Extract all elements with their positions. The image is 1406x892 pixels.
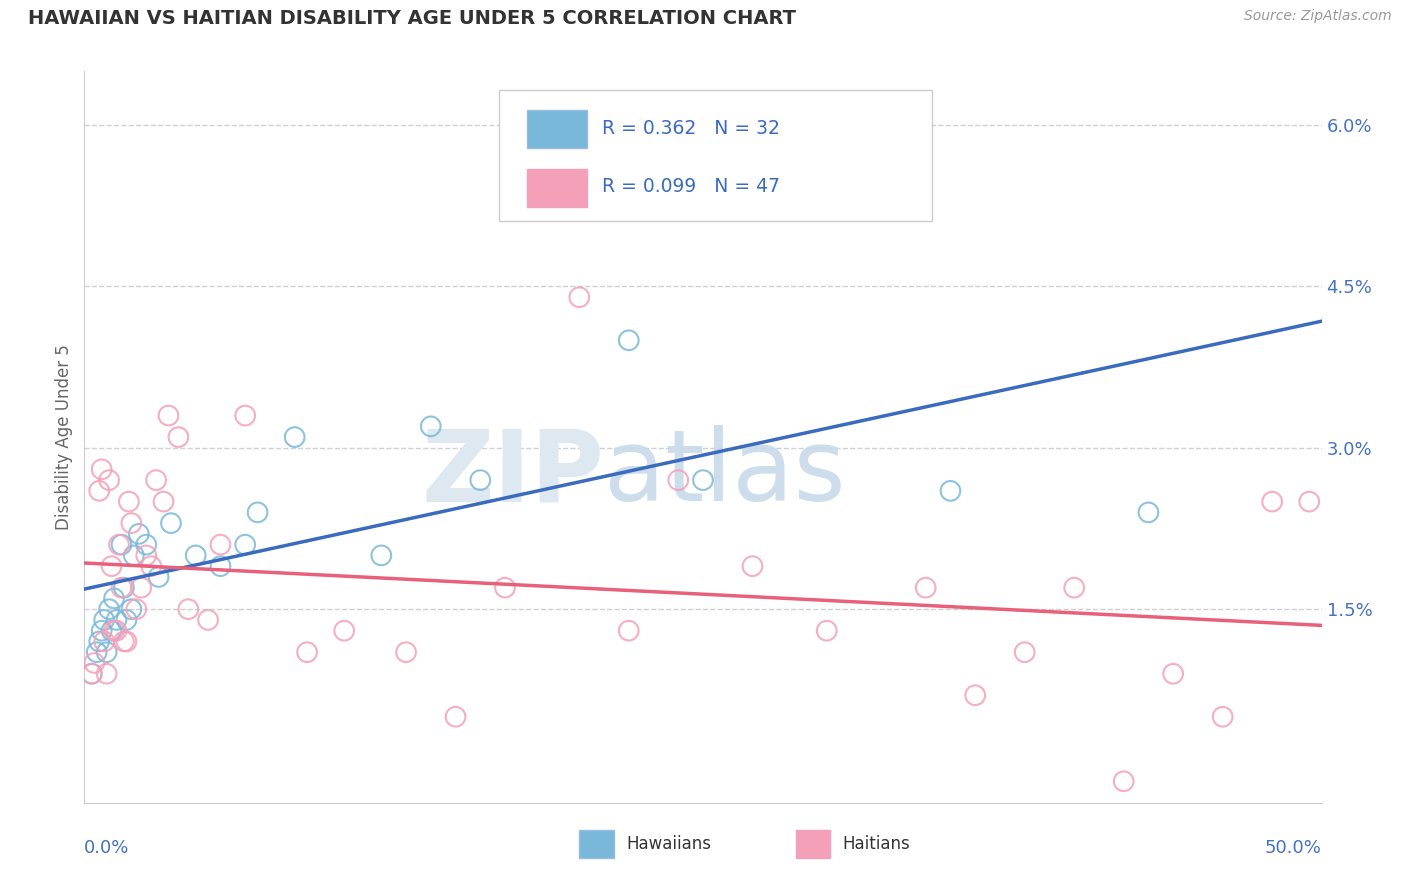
FancyBboxPatch shape [527, 110, 586, 148]
Point [444, 710, 467, 724]
Text: 0.0%: 0.0% [84, 839, 129, 857]
Point [1298, 494, 1320, 508]
Point [494, 581, 516, 595]
Point [90, 624, 112, 638]
Point [120, 516, 142, 530]
Point [209, 559, 232, 574]
Point [160, 516, 183, 530]
Point [90, 462, 112, 476]
Text: Source: ZipAtlas.com: Source: ZipAtlas.com [1244, 9, 1392, 23]
Point [1212, 710, 1234, 724]
Point [1112, 774, 1135, 789]
Point [89, 634, 111, 648]
Point [108, 538, 131, 552]
Point [122, 549, 145, 563]
Point [128, 527, 150, 541]
FancyBboxPatch shape [796, 830, 831, 858]
Point [100, 624, 122, 638]
Point [105, 624, 128, 638]
Point [96, 645, 118, 659]
FancyBboxPatch shape [579, 830, 614, 858]
Point [184, 549, 207, 563]
Point [470, 473, 492, 487]
Point [233, 538, 256, 552]
Point [118, 494, 141, 508]
Point [815, 624, 838, 638]
Point [129, 581, 152, 595]
Point [246, 505, 269, 519]
Point [105, 613, 128, 627]
Point [152, 494, 174, 508]
Point [1161, 666, 1184, 681]
Point [93, 613, 115, 627]
FancyBboxPatch shape [499, 90, 932, 221]
Point [110, 581, 132, 595]
Point [148, 570, 170, 584]
Point [692, 473, 714, 487]
Point [115, 634, 138, 648]
Point [568, 290, 591, 304]
Point [167, 430, 190, 444]
Point [1014, 645, 1036, 659]
Point [197, 613, 219, 627]
Point [135, 549, 157, 563]
Text: R = 0.099   N = 47: R = 0.099 N = 47 [602, 178, 779, 196]
Point [177, 602, 200, 616]
Point [112, 581, 135, 595]
Text: Hawaiians: Hawaiians [626, 835, 711, 853]
Point [666, 473, 689, 487]
Point [86, 645, 108, 659]
Point [100, 559, 122, 574]
Point [741, 559, 763, 574]
Point [120, 602, 142, 616]
Point [98, 602, 121, 616]
Point [89, 483, 111, 498]
Point [157, 409, 180, 423]
Point [98, 473, 121, 487]
Point [419, 419, 441, 434]
Point [395, 645, 418, 659]
Point [519, 204, 541, 219]
Point [965, 688, 987, 702]
FancyBboxPatch shape [527, 169, 586, 207]
Point [115, 613, 138, 627]
Point [370, 549, 392, 563]
Point [333, 624, 356, 638]
Point [617, 624, 640, 638]
Point [110, 538, 132, 552]
Point [145, 473, 167, 487]
Text: ZIP: ZIP [422, 425, 605, 522]
Point [83, 656, 105, 670]
Point [80, 666, 103, 681]
Point [112, 634, 135, 648]
Text: R = 0.362   N = 32: R = 0.362 N = 32 [602, 119, 779, 138]
Text: atlas: atlas [605, 425, 845, 522]
Point [914, 581, 936, 595]
Point [284, 430, 307, 444]
Text: Haitians: Haitians [842, 835, 911, 853]
Y-axis label: Disability Age Under 5: Disability Age Under 5 [55, 344, 73, 530]
Point [135, 538, 157, 552]
Point [295, 645, 318, 659]
Text: 50.0%: 50.0% [1265, 839, 1322, 857]
Text: HAWAIIAN VS HAITIAN DISABILITY AGE UNDER 5 CORRELATION CHART: HAWAIIAN VS HAITIAN DISABILITY AGE UNDER… [28, 9, 796, 28]
Point [93, 634, 115, 648]
Point [103, 624, 125, 638]
Point [209, 538, 232, 552]
Point [103, 591, 125, 606]
Point [1063, 581, 1085, 595]
Point [1261, 494, 1284, 508]
Point [939, 483, 962, 498]
Point [141, 559, 163, 574]
Point [96, 666, 118, 681]
Point [125, 602, 148, 616]
Point [80, 666, 103, 681]
Point [233, 409, 256, 423]
Point [1137, 505, 1160, 519]
Point [617, 333, 640, 347]
